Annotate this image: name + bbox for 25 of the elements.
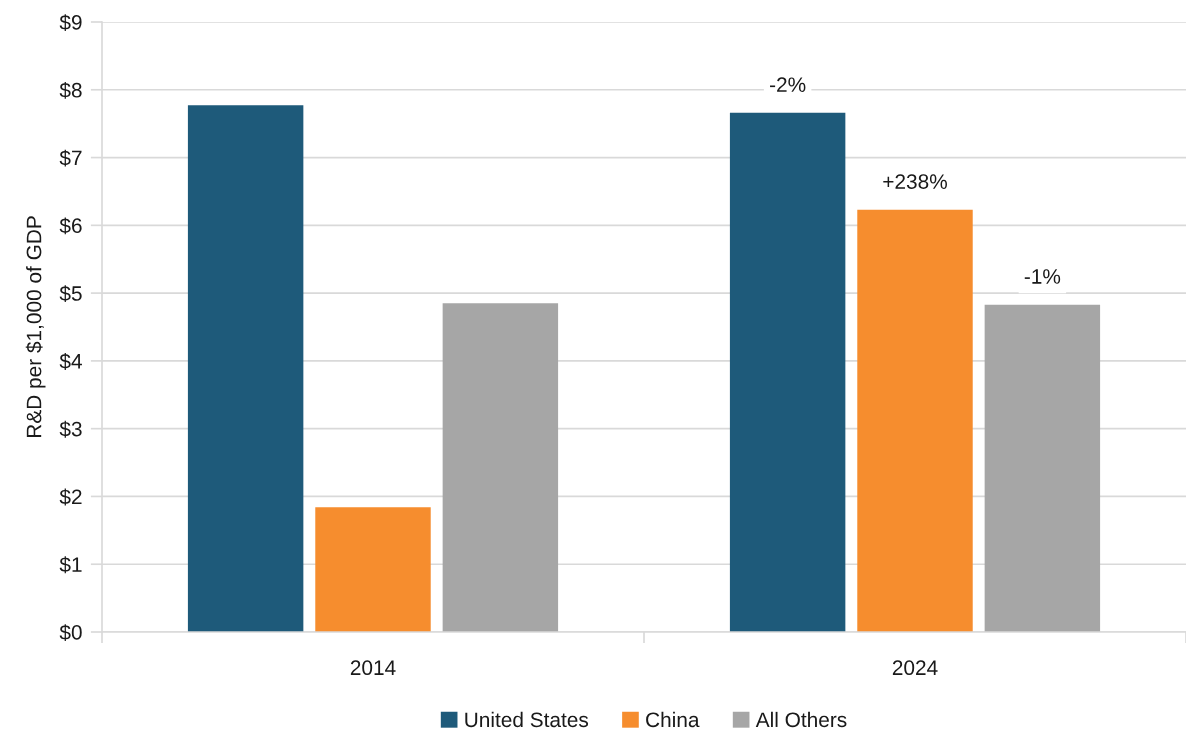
bar (984, 304, 1101, 632)
bar (729, 112, 846, 632)
y-tick-label: $6 (59, 217, 82, 235)
legend-label: China (646, 711, 700, 728)
annotation: -1% (1024, 269, 1061, 284)
bar (442, 303, 559, 632)
x-tick-label: 2014 (350, 660, 396, 676)
bar (315, 507, 431, 632)
y-tick-label: $2 (59, 488, 82, 506)
legend-label: United States (465, 711, 589, 728)
y-tick-label: $1 (59, 556, 82, 574)
y-tick-label: $3 (59, 420, 82, 438)
legend-label: All Others (755, 711, 847, 728)
bar (857, 209, 973, 632)
y-tick-label: $0 (59, 624, 82, 641)
y-tick-label: $9 (59, 14, 82, 31)
y-axis-title: R&D per $1,000 of GDP (25, 216, 46, 438)
y-tick-label: $4 (59, 353, 82, 370)
annotation: -2% (770, 77, 806, 92)
annotation: +238% (883, 174, 947, 189)
bar (187, 105, 304, 632)
y-tick-label: $8 (59, 81, 82, 99)
y-tick-label: $5 (59, 285, 82, 303)
y-tick-label: $7 (59, 149, 82, 167)
x-tick-label: 2024 (892, 660, 938, 676)
